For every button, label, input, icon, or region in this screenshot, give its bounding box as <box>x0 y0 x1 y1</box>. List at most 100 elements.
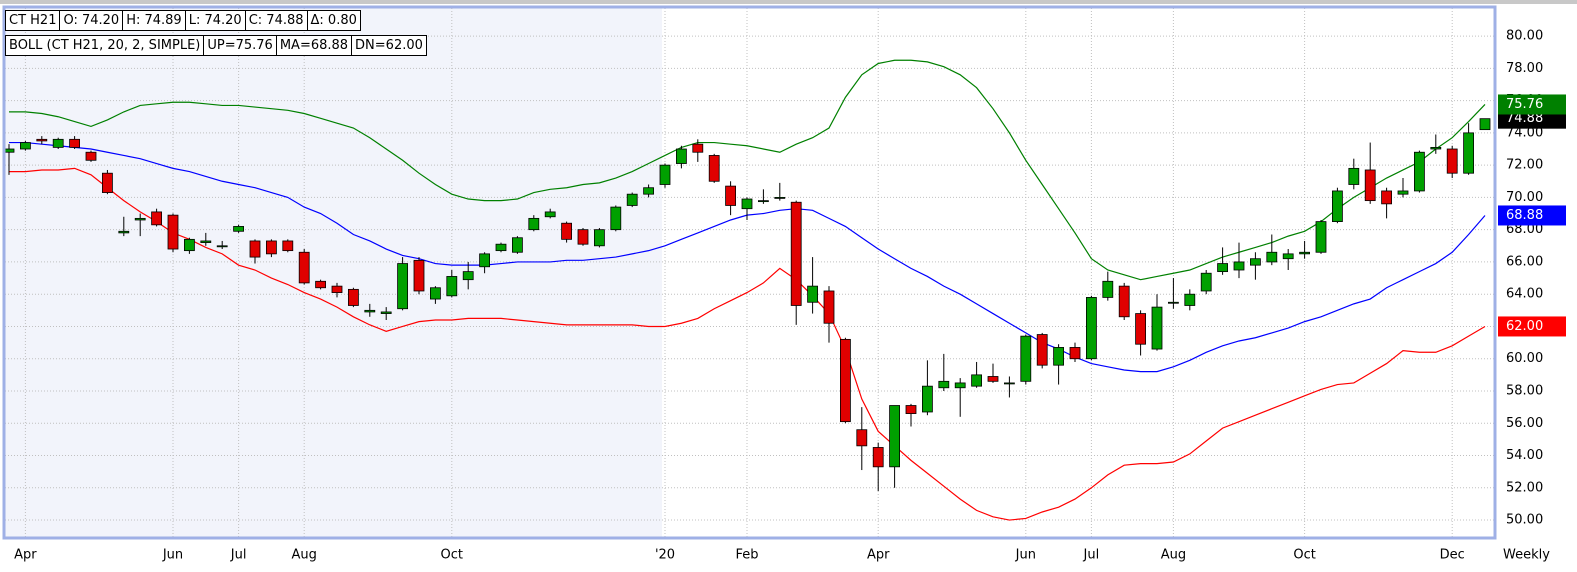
candle-body <box>1086 297 1097 360</box>
symbol: CT H21 <box>5 10 61 31</box>
candle-body <box>183 238 195 252</box>
x-tick-label: Aug <box>1161 548 1186 563</box>
period-label: Weekly <box>1503 548 1550 563</box>
candle-body <box>1020 335 1032 382</box>
x-tick-label: Apr <box>14 548 37 563</box>
candle-body <box>479 253 491 268</box>
x-tick-label: Oct <box>1293 548 1315 563</box>
candle-body <box>1446 148 1458 174</box>
y-tick-label: 78.00 <box>1506 61 1543 76</box>
candle-body <box>315 280 327 289</box>
candle-body <box>69 138 80 148</box>
candle-body <box>118 230 130 234</box>
y-tick-label: 60.00 <box>1506 351 1543 366</box>
candle-body <box>676 148 687 164</box>
candle-body <box>1004 382 1015 385</box>
plot-shade <box>4 7 662 538</box>
candle-body <box>594 229 605 247</box>
candle-body <box>1463 132 1474 174</box>
candle-body <box>134 217 146 221</box>
band-tag-bg <box>1498 205 1566 226</box>
candle-body <box>167 214 179 250</box>
x-tick-label: Jul <box>230 548 247 563</box>
candle-body <box>643 187 654 195</box>
candle-body <box>249 240 261 258</box>
y-tick-label: 64.00 <box>1506 287 1543 302</box>
candle-body <box>347 288 359 306</box>
band-tag: 68.88 <box>1506 208 1543 223</box>
candle-body <box>380 311 392 314</box>
ohlc-field: Δ: 0.80 <box>306 10 361 31</box>
candle-body <box>790 201 802 306</box>
candle-body <box>1414 151 1425 192</box>
band-tag: 75.76 <box>1506 97 1543 112</box>
candle-body <box>922 385 933 413</box>
y-tick-label: 58.00 <box>1506 383 1543 398</box>
candle-body <box>85 151 97 161</box>
candle-body <box>1282 253 1294 260</box>
y-tick-label: 50.00 <box>1506 513 1543 528</box>
x-tick-label: Dec <box>1440 548 1465 563</box>
indicator: BOLL (CT H21, 20, 2, SIMPLE) <box>5 35 205 56</box>
candle-body <box>758 200 769 203</box>
candle-body <box>659 164 671 185</box>
top-bar <box>0 0 1577 4</box>
candle-body <box>544 211 556 218</box>
candle-body <box>413 259 425 292</box>
band-tag-bg <box>1498 316 1566 337</box>
candle-body <box>1069 347 1081 360</box>
candle-body <box>1250 258 1261 266</box>
candle-body <box>1266 251 1278 263</box>
candle-body <box>905 405 917 414</box>
candle-body <box>610 206 622 231</box>
candle-body <box>741 198 753 210</box>
y-tick-label: 74.00 <box>1506 125 1543 140</box>
candle-body <box>823 290 835 324</box>
candle-body <box>774 197 786 199</box>
x-tick-label: '20 <box>655 548 675 563</box>
candle-body <box>200 240 212 243</box>
y-tick-label: 66.00 <box>1506 254 1543 269</box>
ohlc-field: H: 74.89 <box>122 10 186 31</box>
candle-body <box>692 143 704 153</box>
candle-body <box>102 172 113 193</box>
candle-body <box>708 155 720 182</box>
candle-body <box>512 237 523 253</box>
candle-body <box>626 193 638 206</box>
candle-body <box>495 243 507 252</box>
band-tag-bg <box>1498 94 1566 115</box>
x-tick-label: Apr <box>867 548 890 563</box>
candle-body <box>1381 190 1392 205</box>
candle-body <box>282 240 294 252</box>
ohlc-field: C: 74.88 <box>244 10 308 31</box>
y-tick-label: 56.00 <box>1506 416 1543 431</box>
candle-body <box>954 382 966 389</box>
candle-body <box>1184 293 1196 306</box>
header: CT H21 O: 74.20 H: 74.89 L: 74.20 C: 74.88 Δ… <box>5 10 427 60</box>
y-tick-label: 52.00 <box>1506 480 1543 495</box>
indicator-field: MA=68.88 <box>275 35 353 56</box>
candle-body <box>889 405 900 468</box>
candle-body <box>856 429 868 447</box>
plot-border <box>2 5 1497 540</box>
candle-body <box>1315 221 1327 253</box>
candle-body <box>938 380 950 389</box>
indicator-row: BOLL (CT H21, 20, 2, SIMPLE) UP=75.76 MA=… <box>5 35 427 56</box>
candle-body <box>1348 167 1360 185</box>
candle-body <box>462 271 474 281</box>
y-tick-label: 68.00 <box>1506 222 1543 237</box>
candle-body <box>397 263 409 310</box>
candle-body <box>971 374 982 387</box>
close-tag: 74.88 <box>1506 111 1543 126</box>
candle-body <box>561 222 572 240</box>
candle-body <box>1332 190 1343 223</box>
ohlc-row: CT H21 O: 74.20 H: 74.89 L: 74.20 C: 74.88 Δ… <box>5 10 426 31</box>
x-tick-label: Jul <box>1083 548 1100 563</box>
candle-body <box>52 138 64 148</box>
x-tick-label: Jun <box>162 548 183 563</box>
candle-body <box>216 245 228 248</box>
candle-body <box>1217 263 1228 273</box>
band-line <box>9 167 1486 521</box>
candle-body <box>298 251 310 284</box>
